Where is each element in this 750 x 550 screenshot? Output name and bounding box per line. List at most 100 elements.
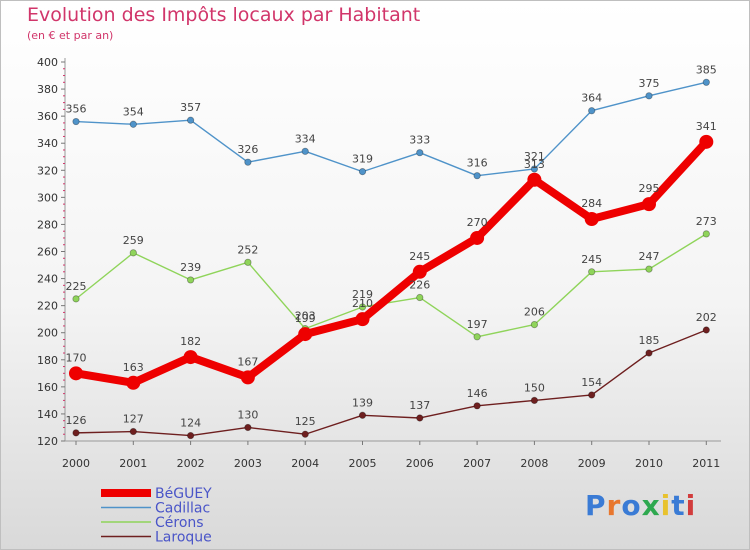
data-point <box>416 414 424 422</box>
data-point <box>588 268 596 276</box>
data-label: 124 <box>180 417 201 430</box>
data-label: 202 <box>696 311 717 324</box>
data-point <box>129 427 137 436</box>
data-point <box>530 165 539 173</box>
data-point <box>645 265 653 273</box>
data-label: 219 <box>352 288 373 301</box>
data-label: 247 <box>639 250 660 263</box>
y-tick-label: 380 <box>37 83 58 96</box>
series-line-BéGUEY <box>72 137 711 387</box>
y-tick-label: 140 <box>37 408 58 421</box>
data-label: 252 <box>237 243 258 256</box>
chart-axes: 120 140 160 180 200 220 240 260 280 300 320 340 360 3… <box>37 56 721 470</box>
data-label: 356 <box>66 103 87 116</box>
y-tick-label: 260 <box>37 246 58 259</box>
data-point <box>298 327 313 342</box>
legend-label: Cadillac <box>155 501 210 517</box>
data-point <box>645 349 653 357</box>
data-label: 333 <box>409 134 430 147</box>
data-label: 319 <box>352 153 373 166</box>
data-point <box>584 212 599 227</box>
y-tick-label: 120 <box>37 435 58 448</box>
y-tick-label: 340 <box>37 137 58 150</box>
x-tick-label: 2006 <box>406 457 434 470</box>
data-label: 185 <box>639 334 660 347</box>
series-line-Laroque <box>75 329 707 437</box>
data-point <box>355 312 370 327</box>
data-label: 375 <box>639 77 660 90</box>
chart-title: Evolution des Impôts locaux par Habitant <box>27 4 421 26</box>
data-label: 259 <box>123 234 144 247</box>
data-point <box>244 258 252 266</box>
legend-label: BéGUEY <box>155 486 212 502</box>
y-tick-label: 240 <box>37 273 58 286</box>
data-point <box>187 431 195 440</box>
data-label: 137 <box>409 399 430 412</box>
data-label: 245 <box>409 250 430 263</box>
data-point <box>240 370 255 385</box>
data-point <box>183 350 198 365</box>
data-label: 125 <box>295 415 316 428</box>
data-label: 357 <box>180 101 201 114</box>
data-label: 150 <box>524 381 545 394</box>
x-tick-label: 2011 <box>692 457 720 470</box>
data-point <box>129 249 137 257</box>
data-point <box>244 423 252 432</box>
data-label: 270 <box>467 216 488 229</box>
data-point <box>69 366 83 381</box>
y-tick-label: 320 <box>37 164 58 177</box>
data-label: 245 <box>581 253 602 266</box>
legend-label: Cérons <box>155 515 204 531</box>
data-label: 197 <box>467 318 488 331</box>
y-tick-label: 300 <box>37 191 58 204</box>
logo-letter: x <box>641 489 661 522</box>
y-tick-label: 280 <box>37 218 58 231</box>
data-point <box>416 149 424 157</box>
data-point <box>530 320 539 329</box>
data-point <box>126 375 141 390</box>
x-tick-label: 2001 <box>119 457 147 470</box>
data-point <box>699 134 714 149</box>
data-point <box>473 172 481 180</box>
x-tick-label: 2004 <box>291 457 319 470</box>
data-point <box>187 276 195 284</box>
data-label: 182 <box>180 335 201 348</box>
chart-subtitle: (en € et par an) <box>27 29 114 42</box>
data-point <box>702 78 710 86</box>
data-label: 163 <box>123 361 144 374</box>
data-label: 226 <box>409 279 430 292</box>
data-point <box>72 295 80 303</box>
data-point <box>527 172 542 187</box>
logo-letter: i <box>685 489 697 522</box>
data-label: 354 <box>123 105 144 118</box>
y-tick-label: 360 <box>37 110 58 123</box>
data-label: 170 <box>66 351 87 364</box>
y-tick-label: 200 <box>37 327 58 340</box>
data-label: 316 <box>467 157 488 170</box>
data-point <box>358 411 367 419</box>
data-label: 130 <box>237 408 258 421</box>
data-label: 364 <box>581 92 602 105</box>
data-label: 146 <box>467 387 488 400</box>
data-label: 385 <box>696 63 717 76</box>
data-point <box>244 158 252 166</box>
y-tick-label: 160 <box>37 381 58 394</box>
data-labels: 356 354 357 326 334 319 333 316 321 364 375 385 225 2… <box>66 63 717 429</box>
data-label: 199 <box>295 312 316 325</box>
data-point <box>358 303 367 311</box>
data-point <box>588 391 596 399</box>
data-point <box>645 92 653 100</box>
x-tick-label: 2005 <box>349 457 377 470</box>
data-label: 273 <box>696 215 717 228</box>
data-point <box>72 117 80 126</box>
data-point <box>473 402 481 410</box>
data-point <box>72 429 80 437</box>
logo-letter: r <box>606 489 622 522</box>
data-label: 239 <box>180 261 201 274</box>
data-label: 139 <box>352 396 373 409</box>
data-point <box>588 107 596 115</box>
data-point <box>301 147 309 155</box>
data-label: 313 <box>524 158 545 171</box>
